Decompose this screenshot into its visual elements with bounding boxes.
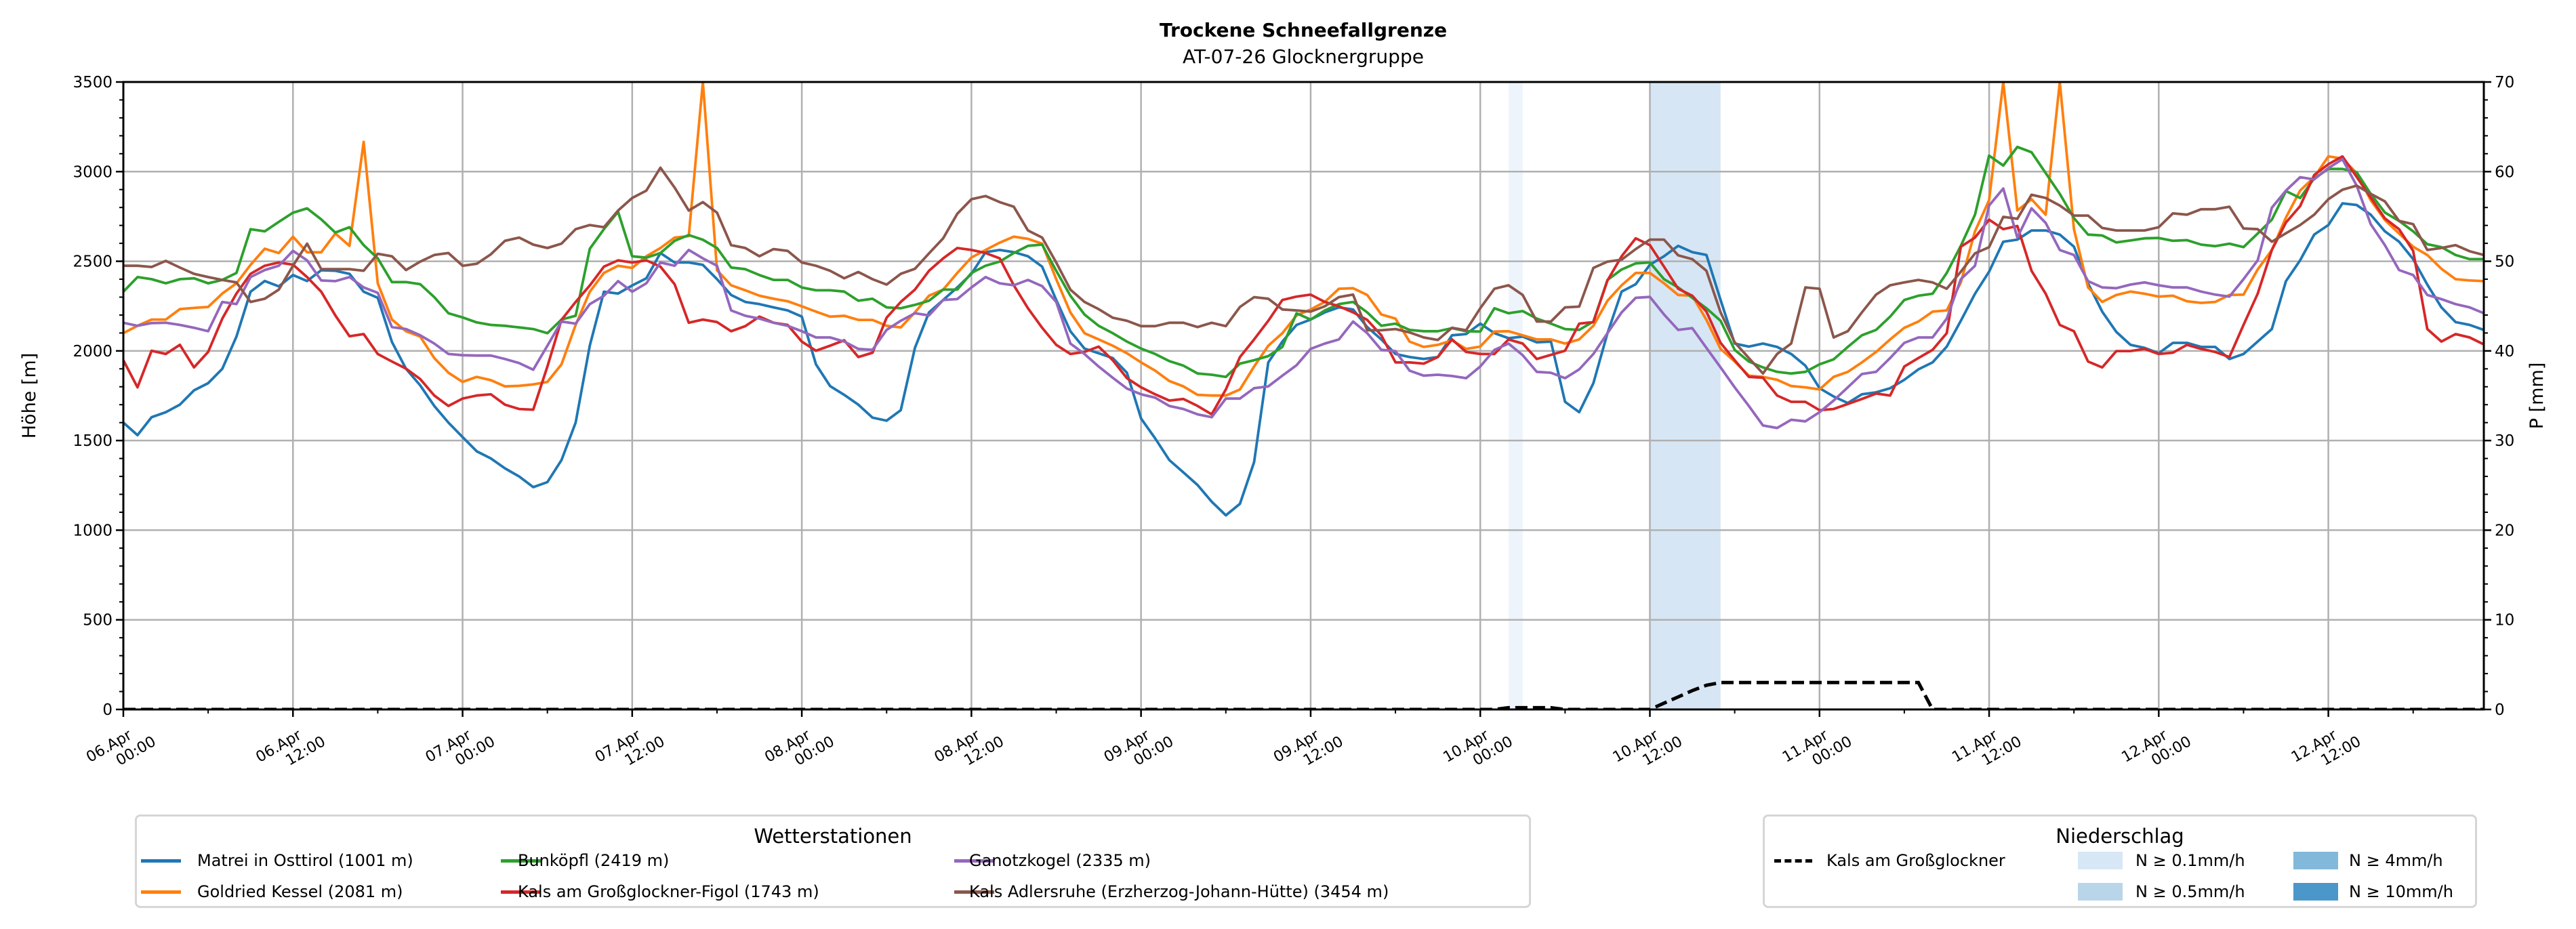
axes-ticks: 06.Apr00:00 06.Apr12:00 07.Apr00:00 07.Apr1… — [73, 74, 2514, 782]
chart-subtitle: AT-07-26 Glocknergruppe — [1183, 45, 1424, 68]
x-tick-label: 09.Apr12:00 — [1271, 718, 1346, 782]
legend-precip-level-2: N ≥ 4mm/h — [2349, 851, 2443, 870]
series-lines — [123, 82, 2484, 517]
y2-tick-label: 10 — [2495, 612, 2514, 629]
legend-label-5: Kals Adlersruhe (Erzherzog-Johann-Hütte)… — [969, 882, 1389, 901]
legend-swatch-3 — [501, 890, 541, 894]
precip-band — [1508, 82, 1523, 709]
legend-precip-line-label: Kals am Großglockner — [1826, 851, 2005, 870]
y2-tick-label: 60 — [2495, 163, 2514, 181]
series-line-2 — [123, 145, 2484, 379]
legend-swatch-4 — [954, 859, 994, 863]
legend-label-4: Ganotzkogel (2335 m) — [969, 851, 1151, 870]
x-tick-label: 10.Apr00:00 — [1440, 718, 1515, 782]
y2-tick-label: 50 — [2495, 253, 2514, 271]
legend-precip-swatch-2 — [2293, 852, 2338, 869]
x-tick-label: 11.Apr12:00 — [1949, 718, 2024, 782]
y2-tick-label: 40 — [2495, 343, 2514, 360]
legend-precip-swatch-1 — [2078, 883, 2123, 901]
precip-band — [1650, 82, 1721, 709]
legend-stations-title: Wetterstationen — [754, 825, 912, 848]
legend-label-2: Bunköpfl (2419 m) — [518, 851, 670, 870]
grid — [122, 82, 2484, 709]
plot-frame — [122, 81, 2485, 711]
y-axis-label: Höhe [m] — [19, 353, 40, 439]
x-tick-label: 06.Apr00:00 — [83, 718, 159, 782]
y-tick-label: 1500 — [73, 432, 113, 450]
legend-precip-level-0: N ≥ 0.1mm/h — [2135, 851, 2245, 870]
y-tick-label: 2000 — [73, 343, 113, 360]
y2-tick-label: 0 — [2495, 701, 2505, 719]
series-line-0 — [123, 202, 2484, 517]
y-tick-label: 3500 — [73, 74, 113, 91]
chart-title: Trockene Schneefallgrenze — [1160, 19, 1447, 41]
x-tick-label: 08.Apr12:00 — [932, 718, 1007, 782]
precip-line-group — [123, 680, 2484, 709]
series-line-5 — [123, 166, 2484, 375]
precip-bands — [1508, 82, 1721, 709]
y2-tick-label: 30 — [2495, 432, 2514, 450]
legend-label-0: Matrei in Osttirol (1001 m) — [197, 851, 413, 870]
x-tick-label: 08.Apr00:00 — [762, 718, 837, 782]
x-tick-label: 07.Apr00:00 — [423, 718, 498, 782]
y2-tick-label: 20 — [2495, 522, 2514, 539]
legend-swatch-5 — [954, 890, 994, 894]
series-line-4 — [123, 158, 2484, 430]
legend-swatch-0 — [141, 859, 181, 863]
y2-axis-label: P [mm] — [2527, 363, 2548, 430]
legend-swatch-2 — [501, 859, 541, 863]
series-line-1 — [123, 82, 2484, 397]
x-tick-label: 07.Apr12:00 — [592, 718, 668, 782]
y2-tick-label: 70 — [2495, 74, 2514, 91]
legend-precip-swatch-0 — [2078, 852, 2123, 869]
legend-stations: Wetterstationen — [135, 814, 1531, 908]
legend-swatch-1 — [141, 890, 181, 894]
precip-line — [123, 680, 2484, 709]
x-tick-label: 12.Apr00:00 — [2119, 718, 2194, 782]
y-tick-label: 0 — [102, 701, 113, 719]
x-tick-label: 12.Apr12:00 — [2289, 718, 2364, 782]
legend-dashed-line-swatch — [1774, 859, 1812, 863]
y-tick-label: 500 — [83, 612, 113, 629]
y-tick-label: 3000 — [73, 163, 113, 181]
x-tick-label: 11.Apr00:00 — [1780, 718, 1855, 782]
legend-precip-level-3: N ≥ 10mm/h — [2349, 882, 2453, 901]
legend-precip-level-1: N ≥ 0.5mm/h — [2135, 882, 2245, 901]
x-tick-label: 09.Apr00:00 — [1101, 718, 1177, 782]
y-tick-label: 2500 — [73, 253, 113, 271]
legend-precip-swatch-3 — [2293, 883, 2338, 901]
legend-label-1: Goldried Kessel (2081 m) — [197, 882, 403, 901]
x-tick-label: 06.Apr12:00 — [253, 718, 329, 782]
legend-label-3: Kals am Großglockner-Figol (1743 m) — [518, 882, 819, 901]
legend-precip-title: Niederschlag — [2056, 825, 2184, 848]
y-tick-label: 1000 — [73, 522, 113, 539]
x-tick-label: 10.Apr12:00 — [1610, 718, 1685, 782]
series-line-3 — [123, 154, 2484, 416]
